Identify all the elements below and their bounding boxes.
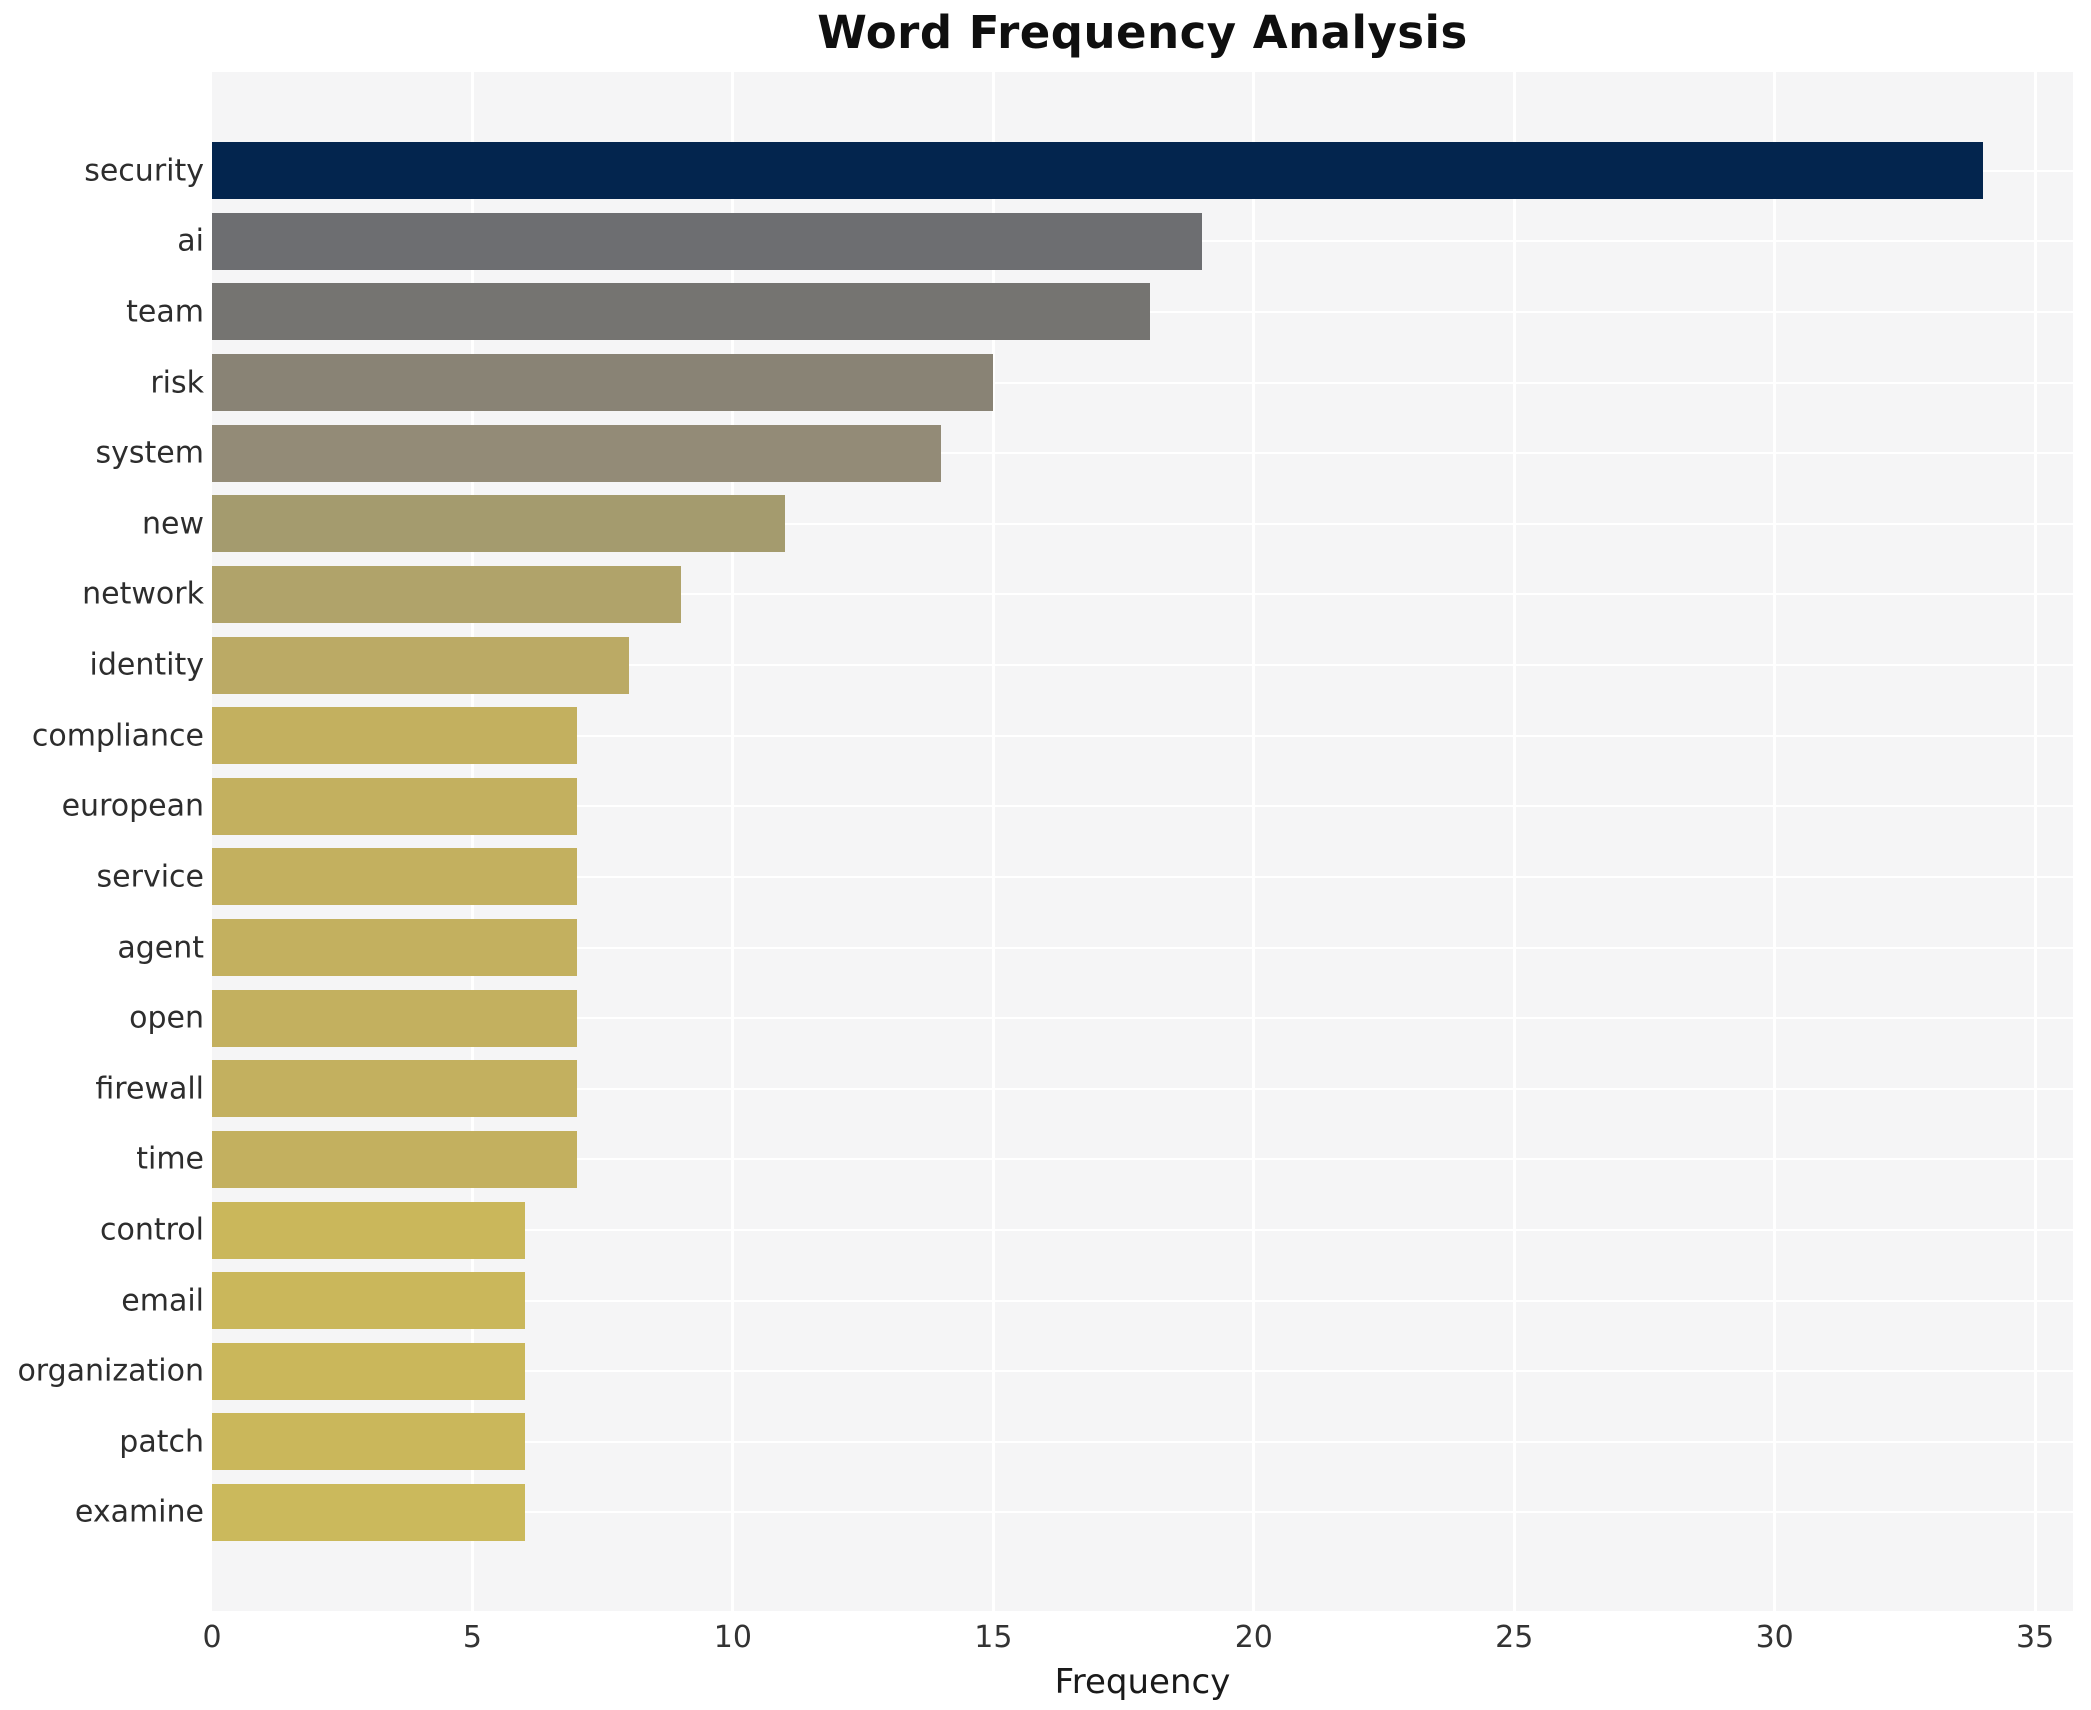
- x-tick-label-5: 5: [462, 1620, 482, 1655]
- horizontal-gridline: [212, 875, 2073, 878]
- horizontal-gridline: [212, 522, 2073, 525]
- y-tick-label-organization: organization: [17, 1353, 204, 1389]
- x-tick-label-25: 25: [1495, 1620, 1534, 1655]
- bar-identity: [212, 636, 629, 694]
- horizontal-gridline: [212, 946, 2073, 949]
- vertical-gridline: [1773, 72, 1777, 1611]
- horizontal-gridline: [212, 1440, 2073, 1443]
- vertical-gridline: [1252, 72, 1256, 1611]
- y-tick-label-ai: ai: [177, 223, 204, 259]
- bar-security: [212, 142, 1984, 200]
- bar-service: [212, 848, 577, 906]
- bar-organization: [212, 1342, 525, 1400]
- x-tick-label-30: 30: [1755, 1620, 1794, 1655]
- bar-patch: [212, 1413, 525, 1471]
- vertical-gridline: [731, 72, 735, 1611]
- plot-area: [212, 72, 2073, 1611]
- bar-open: [212, 989, 577, 1047]
- horizontal-gridline: [212, 1370, 2073, 1373]
- x-tick-label-35: 35: [2016, 1620, 2055, 1655]
- y-tick-label-control: control: [100, 1212, 204, 1248]
- horizontal-gridline: [212, 381, 2073, 384]
- horizontal-gridline: [212, 1299, 2073, 1302]
- y-tick-label-email: email: [121, 1283, 204, 1319]
- bar-examine: [212, 1483, 525, 1541]
- horizontal-gridline: [212, 593, 2073, 596]
- y-tick-label-service: service: [96, 859, 204, 895]
- y-tick-label-open: open: [129, 1000, 204, 1036]
- vertical-gridline: [991, 72, 995, 1611]
- bar-system: [212, 424, 942, 482]
- bar-new: [212, 495, 785, 553]
- horizontal-gridline: [212, 734, 2073, 737]
- y-tick-label-new: new: [141, 506, 204, 542]
- bar-control: [212, 1201, 525, 1259]
- y-tick-label-firewall: firewall: [95, 1071, 204, 1107]
- y-tick-label-security: security: [84, 153, 204, 189]
- x-tick-label-10: 10: [713, 1620, 752, 1655]
- y-tick-label-risk: risk: [150, 365, 204, 401]
- x-axis-title: Frequency: [1054, 1662, 1231, 1702]
- chart-title: Word Frequency Analysis: [817, 6, 1468, 59]
- y-tick-label-patch: patch: [119, 1424, 204, 1460]
- horizontal-gridline: [212, 1087, 2073, 1090]
- bar-time: [212, 1130, 577, 1188]
- y-tick-label-european: european: [61, 788, 204, 824]
- y-tick-label-examine: examine: [74, 1494, 204, 1530]
- y-tick-label-agent: agent: [117, 930, 204, 966]
- y-tick-label-team: team: [126, 294, 204, 330]
- x-tick-label-0: 0: [202, 1620, 222, 1655]
- horizontal-gridline: [212, 1511, 2073, 1514]
- bar-network: [212, 565, 681, 623]
- bar-team: [212, 283, 1150, 341]
- bar-european: [212, 777, 577, 835]
- y-tick-label-system: system: [95, 435, 204, 471]
- bar-compliance: [212, 707, 577, 765]
- y-tick-label-network: network: [82, 576, 204, 612]
- horizontal-gridline: [212, 1229, 2073, 1231]
- horizontal-gridline: [212, 805, 2073, 808]
- x-tick-label-15: 15: [974, 1620, 1013, 1655]
- bar-ai: [212, 212, 1202, 270]
- bar-agent: [212, 919, 577, 977]
- y-tick-label-identity: identity: [89, 647, 204, 683]
- horizontal-gridline: [212, 1158, 2073, 1161]
- horizontal-gridline: [212, 664, 2073, 667]
- y-tick-label-compliance: compliance: [31, 718, 204, 754]
- vertical-gridline: [1512, 72, 1516, 1611]
- vertical-gridline: [2033, 72, 2037, 1611]
- vertical-gridline: [470, 72, 474, 1611]
- bar-email: [212, 1272, 525, 1330]
- x-tick-label-20: 20: [1234, 1620, 1273, 1655]
- horizontal-gridline: [212, 452, 2073, 455]
- x-axis-ticks: 0 5 10 15 20 25 30 35: [202, 1620, 2073, 1662]
- bar-risk: [212, 354, 994, 412]
- bar-firewall: [212, 1060, 577, 1118]
- horizontal-gridline: [212, 1017, 2073, 1020]
- y-axis-labels: security ai team risk system new network identi…: [0, 72, 204, 1611]
- y-tick-label-time: time: [136, 1141, 204, 1177]
